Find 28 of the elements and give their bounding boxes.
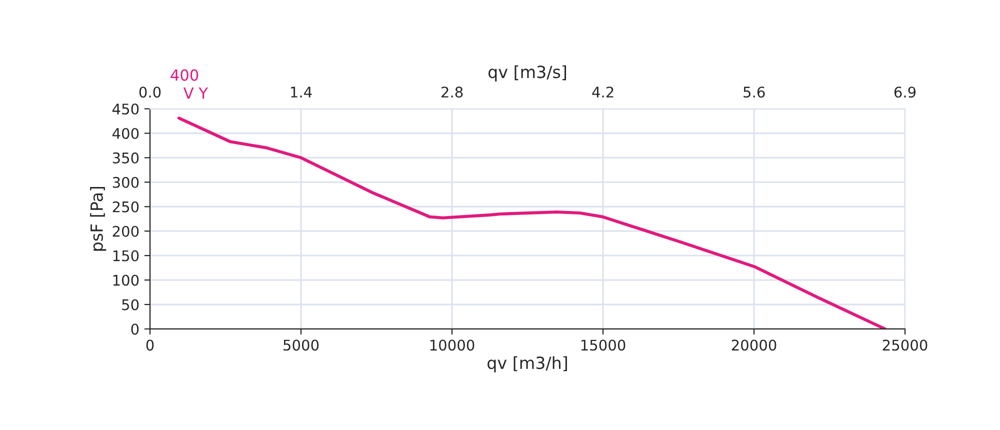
x-tick-label: 15000: [581, 340, 626, 351]
text: V Y: [183, 88, 208, 99]
x2-tick-label: 1.4: [291, 86, 312, 98]
y-tick-label: 300: [112, 176, 139, 188]
x-tick-label: 20000: [732, 340, 776, 351]
x-axis-title: qv [m3/h]: [488, 356, 567, 372]
x-tick-label: 10000: [430, 340, 474, 351]
y-tick-label: 0: [131, 324, 139, 335]
x-tick-label: 0: [146, 340, 154, 351]
y-tick-label: 250: [112, 201, 139, 212]
y-axis-title: psF [Pa]: [90, 186, 106, 251]
y-tick-label: 450: [112, 104, 139, 115]
x2-tick-label: 2.8: [442, 86, 463, 98]
y-tick-label: 400: [112, 128, 139, 139]
x2-tick-label: 5.6: [744, 86, 765, 98]
line-series: [177, 116, 887, 329]
y-tick-label: 50: [122, 299, 139, 310]
x-tick-label: 5000: [284, 340, 319, 351]
y-tick-label: 100: [113, 274, 139, 286]
x2-tick-label: 4.2: [592, 86, 614, 98]
x2-axis-title: qv [m3/s]: [488, 65, 566, 82]
x2-tick-label: 0.0: [139, 86, 161, 98]
y-tick-label: 150: [113, 250, 139, 262]
text: 400: [170, 69, 198, 81]
y-tick-label: 200: [112, 226, 139, 237]
x-tick-label: 25000: [882, 340, 928, 351]
y-tick-label: 350: [112, 152, 139, 164]
x2-tick-label: 6.9: [894, 86, 916, 98]
